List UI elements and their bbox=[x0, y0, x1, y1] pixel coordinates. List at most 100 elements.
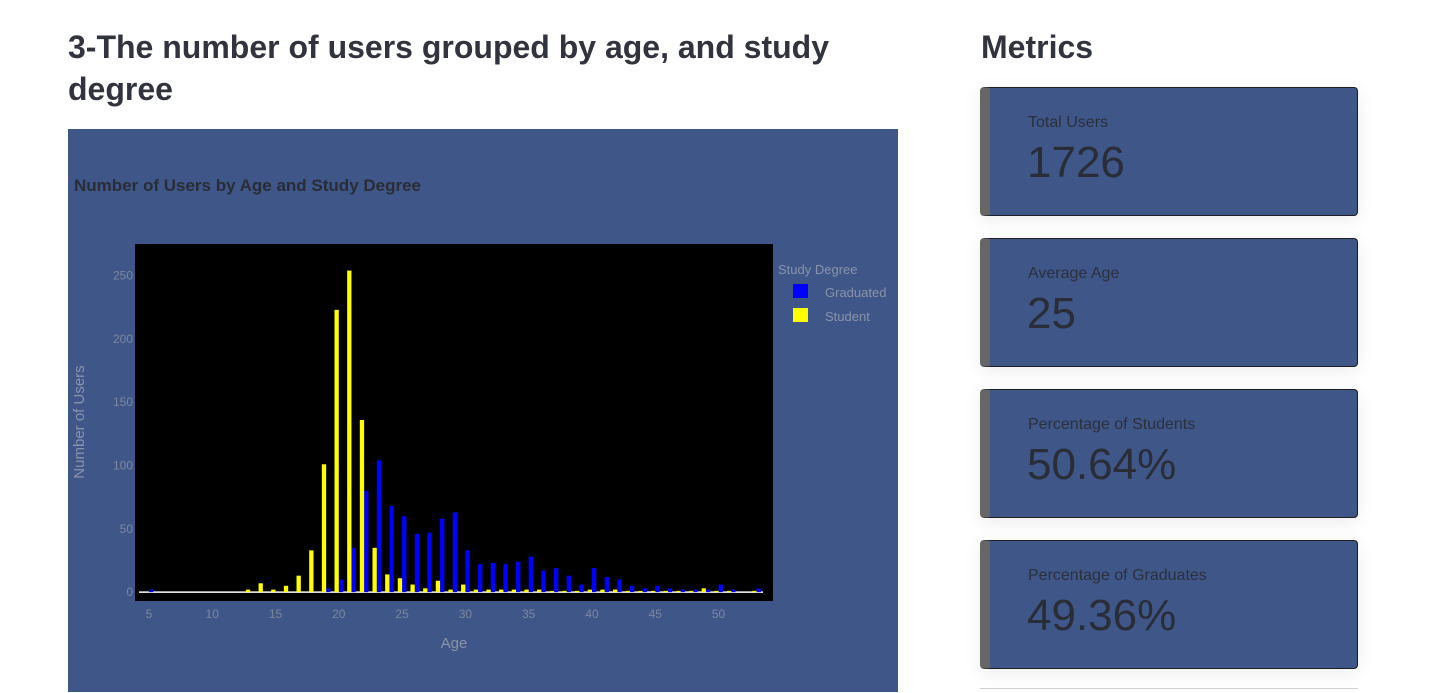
bar-graduated[interactable] bbox=[478, 564, 483, 593]
bar-graduated[interactable] bbox=[364, 490, 369, 593]
bar-student[interactable] bbox=[587, 589, 592, 593]
bar-student[interactable] bbox=[499, 589, 504, 593]
bar-student[interactable] bbox=[245, 589, 251, 593]
bar-student[interactable] bbox=[397, 578, 403, 593]
bar-student[interactable] bbox=[663, 590, 668, 593]
x-tick-label: 5 bbox=[146, 607, 153, 621]
bar-student[interactable] bbox=[410, 584, 415, 593]
chart-panel: Number of Users by Age and Study Degree … bbox=[68, 129, 898, 692]
bar-graduated[interactable] bbox=[528, 556, 533, 593]
bar-student[interactable] bbox=[752, 590, 757, 593]
bar-student[interactable] bbox=[676, 590, 681, 593]
bar-graduated[interactable] bbox=[490, 563, 496, 593]
bar-graduated[interactable] bbox=[414, 533, 420, 593]
bar-student[interactable] bbox=[688, 590, 694, 593]
metric-card-students-percentage: Percentage of Students 50.64% bbox=[980, 389, 1358, 518]
bar-student[interactable] bbox=[511, 589, 517, 593]
metric-label: Percentage of Students bbox=[1028, 416, 1196, 433]
metric-value: 25 bbox=[1027, 289, 1076, 338]
bar-student[interactable] bbox=[271, 589, 276, 593]
legend-item-student[interactable]: Student bbox=[793, 308, 870, 324]
section-title: 3-The number of users grouped by age, an… bbox=[68, 29, 829, 107]
bar-graduated[interactable] bbox=[604, 576, 609, 593]
metric-label: Percentage of Graduates bbox=[1028, 567, 1207, 584]
bar-graduated[interactable] bbox=[756, 588, 761, 593]
bar-student[interactable] bbox=[372, 547, 377, 593]
bar-student[interactable] bbox=[347, 270, 352, 593]
metric-card-total-users: Total Users 1726 bbox=[980, 87, 1358, 216]
bar-graduated[interactable] bbox=[541, 570, 546, 593]
bar-graduated[interactable] bbox=[338, 579, 344, 593]
y-axis-ticks: 0 50 100 150 200 250 bbox=[113, 269, 133, 599]
bar-graduated[interactable] bbox=[718, 584, 723, 593]
bar-graduated[interactable] bbox=[376, 460, 382, 593]
bar-graduated[interactable] bbox=[402, 516, 407, 593]
bar-student[interactable] bbox=[359, 419, 365, 593]
x-tick-label: 50 bbox=[712, 607, 726, 621]
y-axis-label: Number of Users bbox=[71, 365, 88, 478]
bar-student[interactable] bbox=[435, 580, 441, 593]
bar-student[interactable] bbox=[296, 575, 301, 593]
bar-student[interactable] bbox=[612, 589, 618, 593]
bar-graduated[interactable] bbox=[680, 589, 685, 593]
bar-student[interactable] bbox=[625, 590, 630, 593]
bar-graduated[interactable] bbox=[452, 512, 458, 593]
bar-student[interactable] bbox=[537, 589, 542, 593]
bar-student[interactable] bbox=[562, 590, 567, 593]
bar-graduated[interactable] bbox=[465, 550, 470, 593]
bar-graduated[interactable] bbox=[667, 588, 673, 593]
x-axis-label: Age bbox=[441, 635, 468, 652]
bar-student[interactable] bbox=[714, 590, 719, 593]
y-tick-label: 50 bbox=[120, 522, 134, 536]
bars bbox=[148, 270, 761, 593]
y-tick-label: 200 bbox=[113, 332, 133, 346]
bar-student[interactable] bbox=[385, 574, 390, 593]
bar-graduated[interactable] bbox=[427, 532, 432, 593]
bar-graduated[interactable] bbox=[440, 518, 445, 593]
bar-student[interactable] bbox=[321, 464, 327, 593]
x-tick-label: 40 bbox=[585, 607, 599, 621]
bar-student[interactable] bbox=[309, 550, 314, 593]
metric-label: Total Users bbox=[1028, 114, 1109, 131]
bar-graduated[interactable] bbox=[516, 561, 521, 593]
bar-student[interactable] bbox=[473, 589, 479, 593]
bar-student[interactable] bbox=[423, 588, 428, 593]
bar-student[interactable] bbox=[549, 590, 555, 593]
legend-swatch-student bbox=[793, 308, 808, 322]
metric-value: 49.36% bbox=[1027, 591, 1177, 640]
bar-student[interactable] bbox=[600, 589, 605, 593]
bar-graduated[interactable] bbox=[326, 588, 331, 593]
bar-student[interactable] bbox=[638, 590, 643, 593]
bar-student[interactable] bbox=[448, 589, 453, 593]
legend-item-graduated[interactable]: Graduated bbox=[793, 284, 886, 300]
x-tick-label: 20 bbox=[332, 607, 346, 621]
bar-student[interactable] bbox=[575, 590, 580, 593]
bar-student[interactable] bbox=[334, 309, 339, 593]
bar-graduated[interactable] bbox=[351, 547, 356, 593]
bar-student[interactable] bbox=[726, 590, 732, 593]
bar-graduated[interactable] bbox=[617, 579, 622, 593]
bar-graduated[interactable] bbox=[705, 589, 711, 593]
bar-student[interactable] bbox=[650, 590, 656, 593]
bar-graduated[interactable] bbox=[389, 506, 394, 593]
bar-graduated[interactable] bbox=[693, 589, 698, 593]
bar-graduated[interactable] bbox=[148, 589, 154, 593]
bar-graduated[interactable] bbox=[642, 588, 647, 593]
bar-graduated[interactable] bbox=[579, 584, 584, 593]
bar-graduated[interactable] bbox=[591, 568, 597, 593]
legend-label-graduated: Graduated bbox=[825, 285, 886, 300]
bar-graduated[interactable] bbox=[655, 585, 660, 593]
bar-graduated[interactable] bbox=[554, 568, 559, 593]
bar-graduated[interactable] bbox=[503, 564, 508, 593]
bar-student[interactable] bbox=[701, 588, 706, 593]
metric-card-graduates-percentage: Percentage of Graduates 49.36% bbox=[980, 540, 1358, 669]
y-tick-label: 100 bbox=[113, 459, 133, 473]
bar-student[interactable] bbox=[258, 583, 263, 593]
bar-graduated[interactable] bbox=[629, 585, 635, 593]
bar-graduated[interactable] bbox=[731, 589, 736, 593]
bar-student[interactable] bbox=[283, 585, 289, 593]
bar-student[interactable] bbox=[486, 589, 491, 593]
bar-student[interactable] bbox=[524, 589, 529, 593]
bar-student[interactable] bbox=[461, 584, 466, 593]
bar-graduated[interactable] bbox=[566, 575, 571, 593]
